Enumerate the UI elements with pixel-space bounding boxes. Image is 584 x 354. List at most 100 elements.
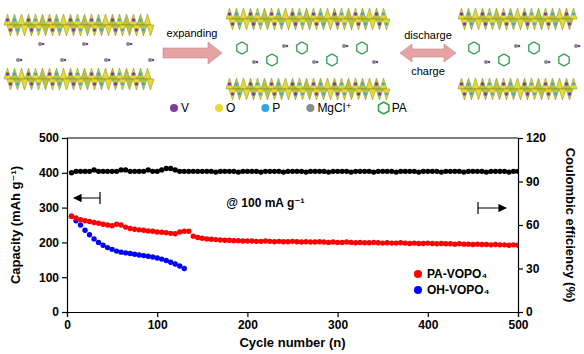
p-atom (16, 29, 19, 32)
polyhedron (275, 8, 282, 19)
v-atom (357, 92, 360, 95)
p-atom (55, 19, 58, 22)
data-point (114, 222, 119, 227)
polyhedron (570, 78, 577, 89)
polyhedron (49, 25, 56, 36)
polyhedron (559, 89, 566, 100)
mgcl-ion (60, 58, 64, 62)
mg-atom (86, 43, 89, 46)
v-atom (135, 28, 138, 31)
p-atom (76, 73, 79, 76)
v-atom (502, 12, 505, 15)
polyhedron (510, 89, 517, 100)
tick-label: 0 (526, 305, 533, 319)
layer (4, 68, 151, 79)
p-atom (491, 93, 494, 96)
polyhedron (496, 89, 503, 100)
polyhedron (369, 89, 376, 100)
polyhedron (334, 89, 341, 100)
polyhedron (373, 8, 380, 19)
data-point (371, 169, 376, 174)
mg-atom (548, 61, 551, 64)
v-atom (69, 18, 72, 21)
polyhedron (98, 25, 105, 36)
p-atom (235, 83, 238, 86)
tick-mark (62, 277, 67, 278)
polyhedron (348, 19, 355, 30)
v-atom (312, 82, 315, 85)
polyhedron (264, 19, 271, 30)
polyhedron (250, 89, 257, 100)
polyhedron (458, 8, 465, 19)
y-axis: 0100200300400500 (39, 131, 68, 319)
mgcl-ion (38, 42, 42, 46)
polyhedron (74, 68, 81, 79)
polyhedron (493, 78, 500, 89)
polyhedron (352, 78, 359, 89)
polyhedron (348, 89, 355, 100)
polyhedron (331, 8, 338, 19)
polyhedron (465, 78, 472, 89)
polyhedron (254, 8, 261, 19)
polyhedron (25, 68, 32, 79)
v-atom (354, 12, 357, 15)
polyhedron (355, 19, 362, 30)
polyhedron (56, 25, 63, 36)
v-atom (231, 22, 234, 25)
legend-label: OH-VOPO₄ (427, 283, 490, 297)
v-atom (249, 12, 252, 15)
p-atom (100, 83, 103, 86)
polyhedron (320, 89, 327, 100)
data-point (186, 229, 191, 234)
v-atom (270, 82, 273, 85)
v-atom (291, 12, 294, 15)
series (69, 214, 187, 272)
data-point (213, 169, 218, 174)
polyhedron (458, 78, 465, 89)
polyhedron (521, 78, 528, 89)
p-atom (79, 83, 82, 86)
v-atom (315, 92, 318, 95)
layer (229, 19, 390, 30)
polyhedron (514, 78, 521, 89)
legend-label: PA (392, 101, 407, 115)
v-atom (228, 12, 231, 15)
p-atom (97, 19, 100, 22)
polyhedron (345, 78, 352, 89)
data-point (141, 253, 146, 258)
polyhedron (313, 19, 320, 30)
v-atom (114, 82, 117, 85)
v-atom (51, 82, 54, 85)
polyhedron (53, 14, 60, 25)
v-atom (111, 72, 114, 75)
polyhedron (327, 19, 334, 30)
polyhedron (98, 79, 105, 90)
polyhedron (299, 89, 306, 100)
polyhedron (486, 78, 493, 89)
p-atom (382, 13, 385, 16)
data-point (515, 242, 518, 247)
polyhedron (257, 89, 264, 100)
chart: 0100200300400500010020030040050003060901… (8, 131, 578, 350)
legend: PA-VOPO₄OH-VOPO₄ (414, 267, 490, 297)
tick-mark (518, 225, 523, 226)
layer (461, 89, 573, 100)
p-atom (280, 23, 283, 26)
polyhedron (60, 68, 67, 79)
polyhedron (468, 19, 475, 30)
data-point (78, 222, 83, 227)
v-atom (48, 72, 51, 75)
data-point (439, 169, 444, 174)
polyhedron (226, 8, 233, 19)
polyhedron (465, 8, 472, 19)
polyhedron (88, 14, 95, 25)
data-point (87, 219, 92, 224)
v-atom (463, 92, 466, 95)
v-atom (51, 28, 54, 31)
polyhedron (116, 14, 123, 25)
polyhedron (14, 79, 21, 90)
data-point (484, 169, 489, 174)
p-atom (277, 83, 280, 86)
v-atom (30, 82, 33, 85)
p-atom (55, 73, 58, 76)
